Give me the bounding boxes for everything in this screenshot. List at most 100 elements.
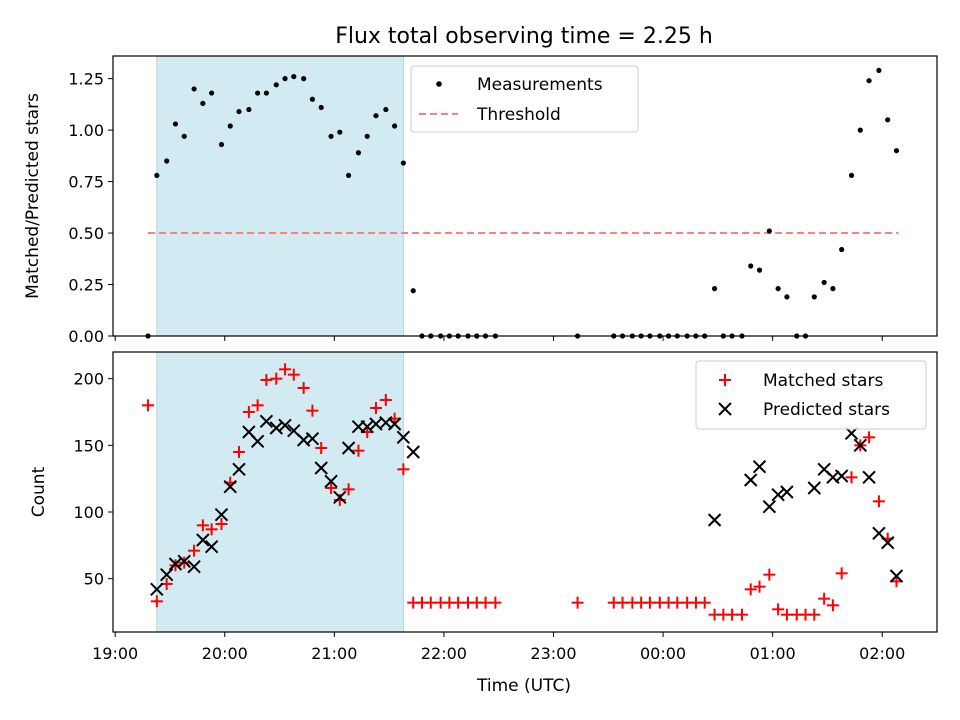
chart-title: Flux total observing time = 2.25 h — [335, 24, 713, 49]
measurement-point — [172, 121, 179, 127]
predicted-point — [707, 513, 722, 527]
legend-matched-label: Matched stars — [763, 371, 883, 391]
matched-point — [763, 568, 776, 581]
matched-point — [369, 402, 382, 414]
top-ytick-label: 0.50 — [68, 224, 104, 243]
measurement-point — [410, 288, 416, 294]
measurement-point — [711, 286, 718, 292]
measurement-point — [857, 127, 863, 133]
top-legend: Measurements Threshold — [410, 65, 639, 133]
top-panel: 0.00 0.25 0.50 0.75 1.00 1.25 — [68, 55, 938, 346]
predicted-point — [744, 473, 758, 487]
xtick-label: 21:00 — [311, 644, 357, 663]
legend-threshold-label: Threshold — [476, 105, 561, 125]
measurement-point — [164, 158, 170, 164]
matched-legend-marker — [719, 374, 731, 386]
predicted-point — [780, 485, 794, 499]
top-y-axis-label: Matched/Predicted stars — [23, 93, 43, 299]
measurement-point — [263, 90, 270, 96]
matched-point — [325, 482, 338, 494]
matched-point — [242, 406, 255, 418]
measurement-point — [218, 141, 225, 148]
measurement-point — [821, 279, 827, 286]
measurement-point — [273, 82, 279, 88]
measurement-point — [383, 106, 389, 113]
xtick-label: 00:00 — [640, 644, 686, 663]
x-axis-label: Time (UTC) — [476, 676, 571, 696]
matched-point — [306, 404, 319, 417]
measurement-point — [301, 76, 307, 82]
predicted-point — [387, 417, 402, 431]
measurement-point — [784, 294, 790, 300]
matched-point — [379, 394, 392, 406]
predicted-point — [752, 459, 767, 474]
measurement-point — [355, 150, 362, 156]
predicted-point — [269, 421, 283, 435]
xtick-label: 19:00 — [92, 644, 138, 663]
top-ytick-label: 1.00 — [68, 121, 104, 140]
measurement-point — [236, 108, 242, 115]
measurement-point — [400, 160, 406, 166]
predicted-point — [150, 582, 164, 597]
measurement-point — [227, 123, 233, 129]
matched-point — [397, 463, 410, 476]
measurement-point — [876, 67, 882, 74]
legend-predicted-label: Predicted stars — [763, 400, 890, 420]
matched-point — [279, 363, 292, 376]
predicted-point — [341, 441, 356, 455]
predicted-point — [324, 474, 338, 489]
measurement-point — [337, 129, 343, 135]
matched-point — [845, 471, 858, 484]
predicted-point — [196, 533, 210, 547]
predicted-point — [204, 539, 219, 554]
predicted-point — [853, 438, 868, 453]
bottom-panel: 50 100 150 200 19:00 20:00 21:00 22:00 23:00 00:0… — [73, 351, 938, 663]
matched-point — [826, 599, 839, 612]
bottom-ytick-label: 100 — [73, 503, 104, 522]
bottom-y-axis-label: Count — [29, 466, 49, 517]
matched-point — [489, 596, 502, 609]
matched-point — [571, 596, 584, 609]
matched-point — [835, 567, 848, 580]
matched-point — [744, 583, 757, 596]
xtick-label: 02:00 — [859, 644, 905, 663]
matched-point — [808, 608, 821, 621]
measurement-point — [848, 172, 855, 179]
top-ytick-label: 1.25 — [68, 70, 104, 89]
predicted-point — [862, 470, 876, 485]
top-ytick-label: 0.25 — [68, 276, 104, 295]
measurement-point — [756, 267, 763, 273]
measurements-legend-marker — [436, 81, 442, 87]
matched-point — [772, 603, 785, 616]
measurement-point — [775, 286, 781, 292]
matched-point — [818, 592, 831, 605]
top-observing-span — [156, 55, 404, 337]
predicted-point — [762, 499, 777, 514]
top-series-measurements — [145, 67, 900, 339]
predicted-point — [232, 462, 246, 477]
legend-measurements-label: Measurements — [477, 75, 603, 95]
measurement-point — [246, 106, 252, 113]
measurement-point — [345, 172, 352, 179]
matched-point — [863, 431, 876, 444]
measurement-point — [839, 246, 845, 253]
predicted-point — [807, 481, 821, 495]
measurement-point — [373, 113, 379, 119]
measurement-point — [318, 104, 324, 111]
measurement-point — [154, 172, 160, 179]
top-legend-frame — [410, 65, 639, 133]
bottom-legend-frame — [695, 360, 927, 430]
top-ytick-label: 0.00 — [68, 327, 104, 346]
predicted-point — [771, 487, 785, 502]
measurement-point — [209, 90, 215, 96]
measurement-point — [885, 117, 891, 123]
xtick-label: 20:00 — [202, 644, 248, 663]
measurement-point — [893, 148, 900, 154]
predicted-point — [187, 559, 201, 574]
matched-point — [342, 483, 355, 496]
measurement-point — [748, 263, 754, 269]
bottom-series-matched-stars — [142, 363, 903, 621]
measurement-point — [200, 100, 206, 106]
predicted-point — [305, 431, 320, 446]
